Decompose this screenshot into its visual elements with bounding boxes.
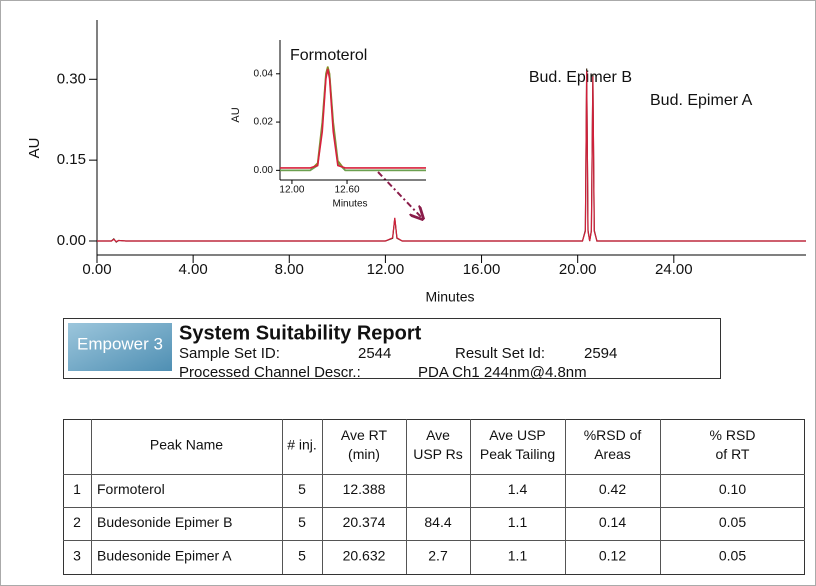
table-frame	[63, 419, 805, 575]
table-cell: 3	[73, 548, 81, 564]
report-box	[63, 318, 721, 379]
y-tick-label: 0.15	[57, 151, 86, 168]
sample-label: Sample Set ID:	[179, 345, 280, 362]
annotation: Bud. Epimer B	[529, 69, 632, 86]
y-tick-label: 0.00	[254, 165, 274, 176]
table-cell: 1	[73, 481, 81, 497]
result-value: 2594	[584, 345, 617, 362]
table-cell: 0.42	[599, 481, 626, 497]
x-tick-label: 24.00	[655, 261, 693, 278]
logo	[68, 323, 172, 371]
x-tick-label: 16.00	[463, 261, 501, 278]
table-header: Ave RT	[341, 427, 388, 443]
table-header: Areas	[594, 446, 631, 462]
table-cell: 1.1	[508, 548, 528, 564]
table-cell: Budesonide Epimer B	[97, 514, 232, 530]
table-cell: 5	[298, 514, 306, 530]
logo-text: Empower 3	[77, 334, 163, 353]
table-header: % RSD	[710, 427, 756, 443]
table-cell: 5	[298, 481, 306, 497]
table-cell: Formoterol	[97, 481, 165, 497]
table-header: USP Rs	[413, 446, 463, 462]
inset-title: Formoterol	[290, 47, 367, 64]
y-tick-label: 0.04	[254, 68, 274, 79]
x-tick-label: 4.00	[179, 261, 208, 278]
table-cell: 0.05	[719, 548, 746, 564]
table-cell: 20.632	[343, 548, 386, 564]
table-cell: 12.388	[343, 481, 386, 497]
inset-y-label: AU	[230, 107, 242, 122]
table-cell: 20.374	[343, 514, 386, 530]
x-axis-label: Minutes	[425, 289, 474, 305]
y-tick-label: 0.00	[57, 232, 86, 249]
table-header: Ave USP	[489, 427, 546, 443]
table-cell: Budesonide Epimer A	[97, 548, 232, 564]
inset-x-label: Minutes	[332, 199, 367, 210]
x-tick-label: 8.00	[275, 261, 304, 278]
table-cell: 1.1	[508, 514, 528, 530]
table-header: %RSD of	[584, 427, 642, 443]
channel-label: Processed Channel Descr.:	[179, 364, 361, 381]
channel-value: PDA Ch1 244nm@4.8nm	[418, 364, 587, 381]
table-header: of RT	[716, 446, 750, 462]
x-tick-label: 12.60	[335, 185, 360, 196]
trace	[97, 71, 806, 243]
table-cell: 0.14	[599, 514, 626, 530]
table-cell: 84.4	[424, 514, 451, 530]
table-cell: 0.05	[719, 514, 746, 530]
x-tick-label: 12.00	[279, 185, 304, 196]
x-tick-label: 12.00	[367, 261, 405, 278]
x-tick-label: 0.00	[82, 261, 111, 278]
table-cell: 5	[298, 548, 306, 564]
y-tick-label: 0.30	[57, 70, 86, 87]
table-cell: 2.7	[428, 548, 448, 564]
table-header: # inj.	[287, 437, 317, 453]
table-header: Ave	[426, 427, 450, 443]
trace	[280, 68, 426, 169]
y-tick-label: 0.02	[254, 117, 274, 128]
table-cell: 2	[73, 514, 81, 530]
report-title: System Suitability Report	[179, 322, 422, 344]
result-label: Result Set Id:	[455, 345, 545, 362]
table-header: Peak Name	[150, 437, 223, 453]
sample-value: 2544	[358, 345, 391, 362]
y-axis-label: AU	[26, 138, 43, 159]
table-cell: 0.10	[719, 481, 746, 497]
table-header: Peak Tailing	[480, 446, 555, 462]
table-cell: 0.12	[599, 548, 626, 564]
table-cell: 1.4	[508, 481, 528, 497]
annotation: Bud. Epimer A	[650, 92, 753, 109]
x-tick-label: 20.00	[559, 261, 597, 278]
table-header: (min)	[348, 446, 380, 462]
